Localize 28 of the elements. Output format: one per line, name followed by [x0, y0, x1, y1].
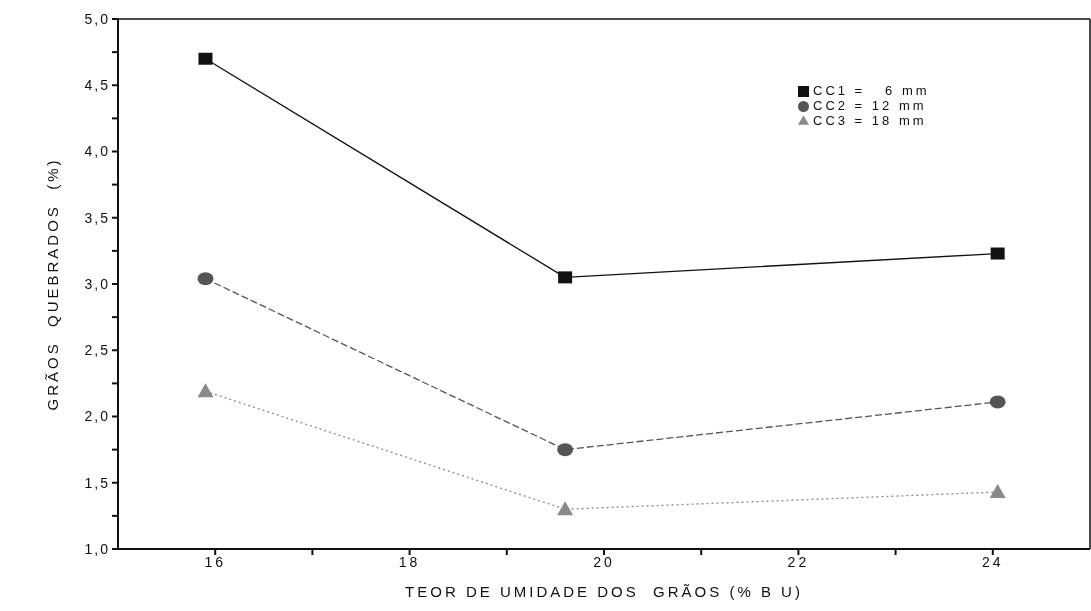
point	[990, 247, 1005, 260]
point	[989, 484, 1006, 499]
x-axis-title: TEOR DE UMIDADE DOS GRÃOS (% B U)	[405, 583, 803, 600]
legend-label: CC2 = 12 mm	[813, 98, 927, 113]
legend-label: CC1 = 6 mm	[813, 83, 930, 98]
point	[197, 272, 214, 286]
point	[558, 271, 573, 284]
y-tick-label: 2,5	[84, 342, 110, 359]
x-tick-label: 18	[398, 553, 421, 570]
legend-label: CC3 = 18 mm	[813, 113, 927, 128]
point	[557, 443, 574, 457]
y-tick-label: 3,5	[84, 209, 110, 226]
y-tick-label: 5,0	[84, 10, 110, 27]
y-axis-title: GRÃOS QUEBRADOS (%)	[44, 157, 61, 411]
y-tick-label: 4,5	[84, 77, 110, 94]
x-tick-label: 16	[204, 553, 226, 570]
point	[989, 395, 1006, 409]
y-tick-label: 1,0	[84, 540, 110, 557]
y-tick-label: 1,5	[84, 474, 110, 491]
x-tick-label: 20	[593, 553, 615, 570]
point	[557, 501, 574, 516]
point	[197, 383, 214, 398]
x-tick-label: 24	[982, 553, 1004, 570]
x-tick-label: 22	[787, 553, 810, 570]
y-tick-label: 2,0	[84, 408, 110, 425]
y-tick-label: 4,0	[84, 143, 110, 160]
y-tick-label: 3,0	[84, 275, 110, 292]
point	[198, 52, 213, 65]
